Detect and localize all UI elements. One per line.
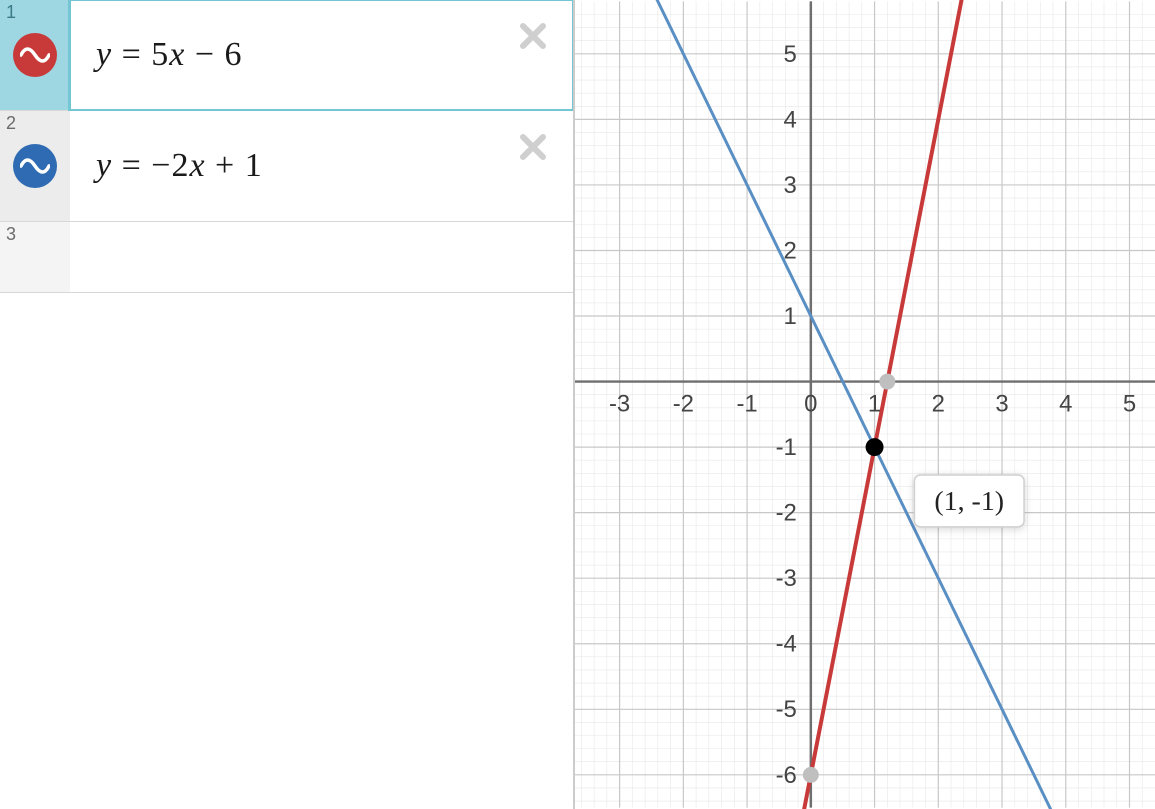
expression-text: y = 5x − 6 [96, 36, 243, 74]
svg-text:-1: -1 [776, 434, 797, 461]
svg-text:3: 3 [995, 390, 1008, 417]
row-index: 1 [6, 2, 16, 23]
expression-input[interactable]: y = −2x + 1 [70, 111, 573, 221]
expression-input[interactable]: y = 5x − 6 [70, 0, 573, 110]
expression-text: y = −2x + 1 [96, 147, 263, 185]
expression-input[interactable] [70, 222, 573, 292]
delete-expression-button[interactable] [515, 129, 551, 165]
wave-icon[interactable] [13, 33, 57, 77]
close-icon [518, 132, 548, 162]
svg-text:4: 4 [1059, 390, 1072, 417]
svg-text:-2: -2 [673, 390, 694, 417]
row-handle[interactable]: 2 [0, 111, 70, 221]
app-root: 1 y = 5x − 6 2 y = −2x + 1 [0, 0, 1155, 809]
expression-row-2[interactable]: 2 y = −2x + 1 [0, 111, 573, 222]
svg-text:-4: -4 [776, 631, 797, 658]
graph-canvas[interactable]: -3 -2 -1 0 1 2 3 4 5 -6 -5 -4 -3 -2 -1 1 2 3 4 5 (1, -1) [575, 0, 1155, 809]
expression-sidebar: 1 y = 5x − 6 2 y = −2x + 1 [0, 0, 573, 809]
svg-text:-6: -6 [776, 762, 797, 789]
svg-text:3: 3 [784, 172, 797, 199]
svg-text:5: 5 [784, 41, 797, 68]
svg-text:-5: -5 [776, 696, 797, 723]
row-index: 2 [6, 113, 16, 134]
graph-pane[interactable]: -3 -2 -1 0 1 2 3 4 5 -6 -5 -4 -3 -2 -1 1 2 3 4 5 (1, -1) [573, 0, 1155, 809]
svg-text:1: 1 [784, 303, 797, 330]
svg-text:-1: -1 [736, 390, 757, 417]
svg-text:2: 2 [932, 390, 945, 417]
expression-row-1[interactable]: 1 y = 5x − 6 [0, 0, 573, 111]
svg-text:4: 4 [784, 106, 797, 133]
row-handle[interactable]: 3 [0, 222, 70, 292]
row-handle[interactable]: 1 [0, 0, 70, 110]
svg-text:0: 0 [804, 390, 817, 417]
svg-text:2: 2 [784, 237, 797, 264]
wave-icon[interactable] [13, 144, 57, 188]
svg-text:-3: -3 [776, 565, 797, 592]
row-index: 3 [6, 224, 16, 245]
expression-row-3[interactable]: 3 [0, 222, 573, 293]
svg-text:1: 1 [868, 390, 881, 417]
close-icon [518, 21, 548, 51]
svg-text:5: 5 [1123, 390, 1136, 417]
svg-text:(1, -1): (1, -1) [934, 486, 1004, 517]
delete-expression-button[interactable] [515, 18, 551, 54]
svg-text:-2: -2 [776, 500, 797, 527]
svg-text:-3: -3 [609, 390, 630, 417]
